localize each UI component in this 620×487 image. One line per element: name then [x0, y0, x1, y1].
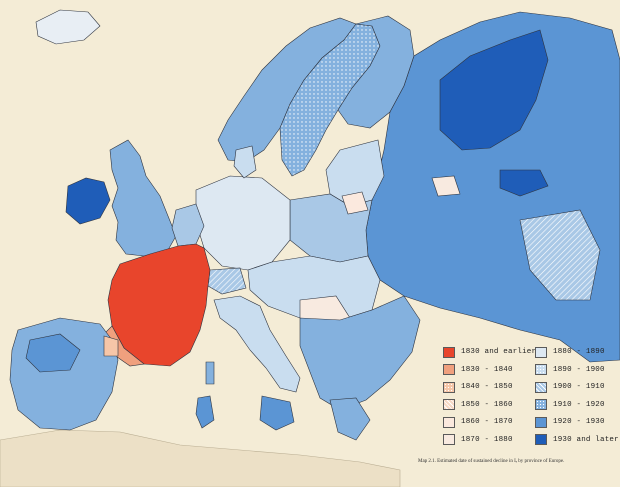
legend-swatch [535, 364, 547, 375]
legend-item: 1880 - 1890 [535, 344, 605, 360]
legend-label: 1860 - 1870 [461, 418, 513, 426]
legend-label: 1910 - 1920 [553, 400, 605, 409]
legend-label: 1830 - 1840 [461, 365, 513, 374]
great-britain-region [109, 139, 177, 257]
legend-label: 1840 - 1850 [461, 383, 513, 391]
map-legend: 1830 and earlier 1830 - 1840 1840 - 1850 18… [443, 344, 619, 454]
italy-region [213, 295, 301, 393]
north-africa-land [0, 429, 401, 487]
finland-region [337, 15, 415, 129]
italy-south-zone [259, 395, 295, 431]
map-caption: Map 2.1. Estimated date of sustained dec… [418, 459, 565, 464]
baltic-early-patch [341, 191, 369, 215]
legend-item: 1910 - 1920 [535, 397, 605, 413]
legend-item: 1830 - 1840 [443, 362, 513, 378]
legend-swatch [535, 381, 547, 393]
iberia-region [9, 317, 119, 431]
russia-late-zone [439, 29, 549, 151]
legend-label: 1850 - 1860 [461, 400, 513, 409]
legend-item: 1890 - 1900 [535, 362, 605, 378]
legend-label: 1900 - 1910 [553, 383, 605, 391]
legend-swatch [443, 346, 455, 358]
legend-item: 1840 - 1850 [443, 379, 513, 395]
legend-label: 1920 - 1930 [553, 418, 605, 426]
germany-region [195, 175, 291, 271]
denmark-region [233, 145, 257, 179]
legend-swatch [443, 381, 455, 393]
austria-hungary-region [247, 255, 381, 321]
legend-swatch [443, 416, 455, 428]
catalonia-zone [103, 335, 119, 357]
greece-region [329, 397, 371, 441]
russia-south-zone [499, 169, 549, 197]
legend-swatch [443, 399, 455, 410]
legend-swatch [443, 434, 455, 445]
sardinia-region [195, 395, 215, 429]
legend-label: 1880 - 1890 [553, 348, 605, 356]
legend-swatch [535, 346, 547, 358]
legend-swatch [535, 399, 547, 410]
legend-item: 1830 and earlier [443, 344, 536, 360]
legend-swatch [535, 416, 547, 428]
legend-label: 1870 - 1880 [461, 435, 513, 444]
switzerland-region [207, 267, 247, 295]
balkans-region [299, 295, 421, 411]
legend-item: 1900 - 1910 [535, 379, 605, 395]
iceland-region [35, 9, 101, 45]
legend-swatch [535, 434, 547, 445]
legend-item: 1860 - 1870 [443, 414, 513, 430]
legend-item: 1850 - 1860 [443, 397, 513, 413]
legend-label: 1890 - 1900 [553, 365, 605, 374]
legend-item: 1930 and later [535, 432, 619, 448]
russia-hatched-zone [519, 209, 601, 301]
legend-item: 1920 - 1930 [535, 414, 605, 430]
legend-label: 1830 and earlier [461, 348, 537, 356]
legend-label: 1930 and later [553, 435, 619, 444]
iberia-darker-zone [25, 333, 81, 373]
france-region [107, 243, 211, 367]
corsica-region [205, 361, 215, 385]
legend-item: 1870 - 1880 [443, 432, 513, 448]
legend-swatch [443, 364, 455, 375]
russia-pale-patch [431, 175, 461, 197]
ireland-region [65, 177, 111, 225]
